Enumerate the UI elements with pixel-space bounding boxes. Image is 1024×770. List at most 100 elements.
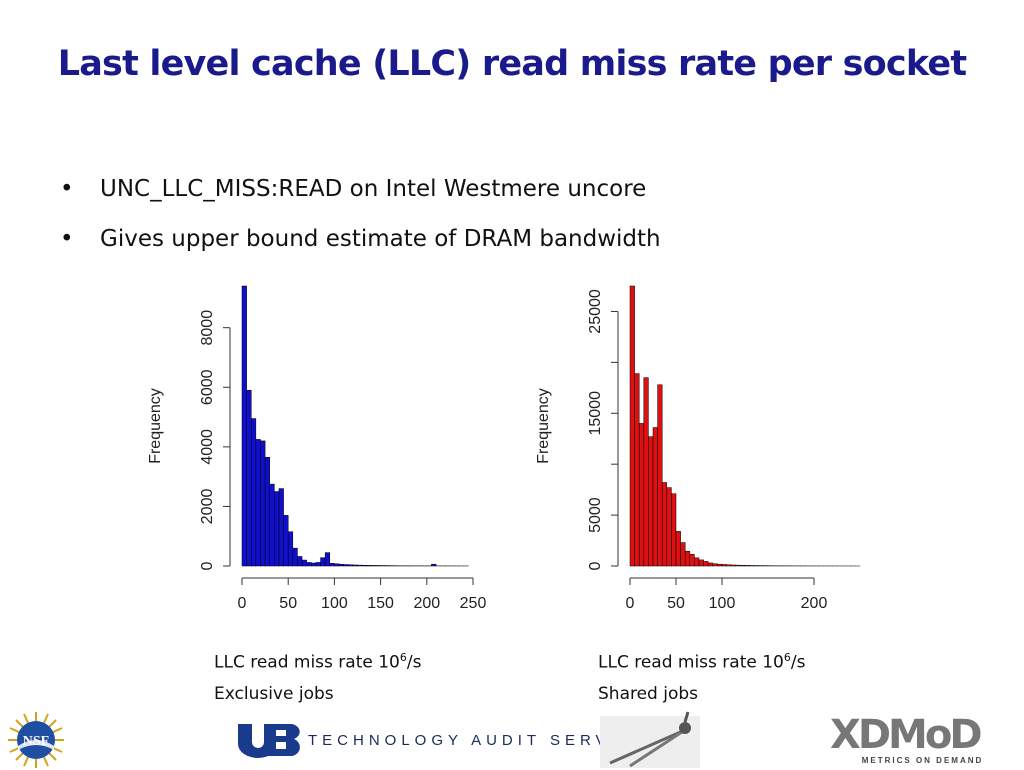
histogram-bar <box>362 565 367 566</box>
histogram-bar <box>667 488 672 566</box>
y-tick-label: 0 <box>587 561 604 570</box>
histogram-bar <box>367 565 372 566</box>
nsf-logo: NSF <box>6 710 66 770</box>
compass-icon <box>600 708 700 768</box>
y-axis-label: Frequency <box>147 388 164 464</box>
caption-prefix: LLC read miss rate 10 <box>598 653 784 673</box>
x-tick-label: 150 <box>367 595 394 612</box>
bullet-glyph: • <box>60 226 74 252</box>
histogram-bar <box>348 565 353 566</box>
histogram-bar <box>699 560 704 566</box>
histogram-bar <box>339 564 344 566</box>
y-tick-label: 4000 <box>199 429 216 465</box>
histogram-bar <box>251 419 256 566</box>
histogram-bar <box>325 553 330 566</box>
histogram-bar <box>727 565 732 566</box>
bullet-text: Gives upper bound estimate of DRAM bandw… <box>100 226 661 252</box>
histogram-bar <box>704 561 709 566</box>
histogram-bar <box>639 423 644 566</box>
caption-line-1: LLC read miss rate 106/s <box>214 642 421 679</box>
xdmod-logo: XDMoD <box>830 712 1010 756</box>
x-tick-label: 50 <box>667 595 685 612</box>
y-tick-label: 5000 <box>587 497 604 533</box>
y-tick-label: 0 <box>199 561 216 570</box>
histogram-bar <box>316 562 321 566</box>
y-axis-label: Frequency <box>535 388 552 464</box>
histogram-bar <box>293 548 298 566</box>
histogram-bar <box>307 562 312 566</box>
histogram-bar <box>694 558 699 566</box>
caption-exclusive: LLC read miss rate 106/s Exclusive jobs <box>214 642 421 710</box>
histogram-bar <box>717 564 722 566</box>
y-tick-label: 8000 <box>199 310 216 346</box>
bullet-item: • Gives upper bound estimate of DRAM ban… <box>60 226 661 276</box>
histogram-bar <box>708 563 713 566</box>
footer: NSF TECHNOLOGY AUDIT SERVICE XDMoD METRI… <box>0 706 1024 768</box>
y-tick-label: 15000 <box>587 391 604 436</box>
histogram-bar <box>284 515 289 566</box>
caption-suffix: /s <box>407 653 422 673</box>
histogram-bar <box>653 428 658 566</box>
histogram-bar <box>722 564 727 566</box>
histogram-bar <box>736 565 741 566</box>
x-tick-label: 200 <box>801 595 828 612</box>
caption-prefix: LLC read miss rate 10 <box>214 653 400 673</box>
histogram-bar <box>288 532 293 566</box>
histogram-shared: 0 50 100 200 0 5000 15000 25000 Frequency <box>528 276 888 631</box>
caption-shared: LLC read miss rate 106/s Shared jobs <box>598 642 805 710</box>
y-tick-label: 6000 <box>199 369 216 405</box>
x-tick-label: 200 <box>413 595 440 612</box>
histogram-bar <box>671 494 676 566</box>
x-tick-label: 100 <box>709 595 736 612</box>
histogram-bar <box>740 565 745 566</box>
histogram-bar <box>344 565 349 566</box>
histogram-bar <box>297 556 302 566</box>
bullet-glyph: • <box>60 176 74 202</box>
bullet-item: • UNC_LLC_MISS:READ on Intel Westmere un… <box>60 176 661 226</box>
histogram-bar <box>358 565 363 566</box>
histogram-bar <box>311 563 316 566</box>
histogram-bar <box>750 565 755 566</box>
histogram-shared-svg: 0 50 100 200 0 5000 15000 25000 Frequency <box>528 276 888 626</box>
slide-title: Last level cache (LLC) read miss rate pe… <box>0 44 1024 84</box>
histogram-bar <box>247 390 252 566</box>
histogram-bar <box>648 437 653 566</box>
histogram-bar <box>265 457 270 566</box>
histogram-bar <box>302 560 307 566</box>
histogram-bar <box>353 565 358 566</box>
histogram-bar <box>256 439 261 566</box>
histogram-bar <box>676 531 681 566</box>
histogram-bar <box>685 551 690 566</box>
caption-suffix: /s <box>791 653 806 673</box>
ub-logo <box>236 720 308 760</box>
histogram-bar <box>334 564 339 566</box>
histogram-bar <box>662 483 667 566</box>
y-tick-label: 2000 <box>199 489 216 525</box>
histogram-bar <box>713 564 718 566</box>
histogram-bar <box>371 565 376 566</box>
histogram-bar <box>658 385 663 566</box>
histogram-bar <box>635 374 640 566</box>
histogram-bar <box>690 554 695 566</box>
x-tick-label: 100 <box>321 595 348 612</box>
y-tick-label: 25000 <box>587 289 604 334</box>
x-tick-label: 0 <box>626 595 635 612</box>
x-tick-label: 250 <box>460 595 487 612</box>
histogram-bar <box>681 543 686 566</box>
caption-line-1: LLC read miss rate 106/s <box>598 642 805 679</box>
histogram-bar <box>321 558 326 566</box>
caption-exponent: 6 <box>784 651 791 664</box>
histogram-bar <box>630 286 635 566</box>
bullet-list: • UNC_LLC_MISS:READ on Intel Westmere un… <box>60 176 661 276</box>
nsf-logo-text: NSF <box>23 734 49 749</box>
caption-line-2: Exclusive jobs <box>214 679 421 710</box>
caption-line-2: Shared jobs <box>598 679 805 710</box>
histogram-bar <box>644 378 649 566</box>
histogram-bar <box>270 484 275 566</box>
histogram-bar <box>376 565 381 566</box>
histogram-bar <box>279 489 284 566</box>
histogram-bar <box>745 565 750 566</box>
bullet-text: UNC_LLC_MISS:READ on Intel Westmere unco… <box>100 176 646 202</box>
